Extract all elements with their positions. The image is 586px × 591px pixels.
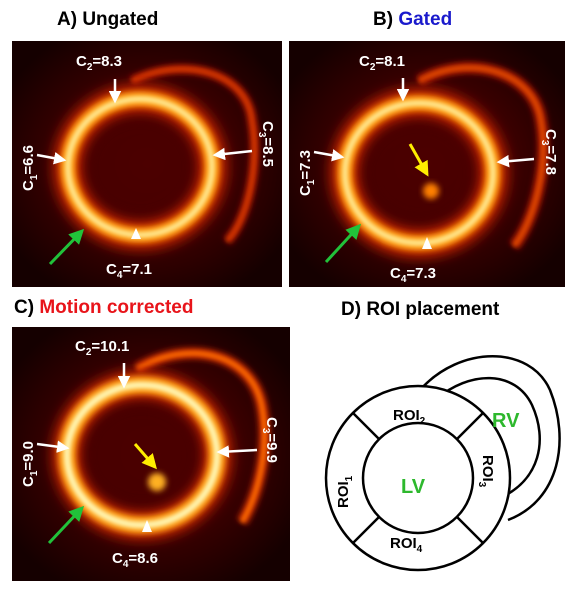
roi1-label: ROI1	[335, 475, 355, 508]
label-c2-a: C2=8.3	[76, 53, 122, 73]
label-c4-a: C4=7.1	[106, 261, 152, 281]
yellow-arrow-b	[408, 143, 429, 177]
label-c2-b: C2=8.1	[359, 53, 405, 73]
label-c3-c: C3=9.9	[260, 417, 280, 463]
panel-b-title-main: Gated	[398, 9, 453, 30]
arrow-c1-a	[36, 152, 67, 165]
panel-c-title-main: Motion corrected	[39, 297, 194, 318]
panel-b-title: B) Gated	[373, 9, 452, 31]
rv-inner-wall	[434, 376, 541, 500]
panel-c-title: C) Motion corrected	[14, 297, 193, 319]
divider-se	[456, 516, 484, 544]
panel-a-title-main: Ungated	[82, 9, 159, 30]
arrow-c3-c	[216, 445, 258, 458]
panel-c-prefix: C)	[14, 297, 40, 318]
label-c1-c: C1=9.0	[20, 441, 40, 487]
roi2-label: ROI2	[393, 407, 426, 427]
green-arrow-a	[48, 228, 85, 266]
lv-label: LV	[401, 476, 426, 498]
divider-ne	[352, 412, 380, 440]
lv-inner-wall	[361, 421, 475, 535]
label-c4-c: C4=8.6	[112, 550, 158, 570]
arrow-c1-b	[313, 149, 345, 162]
arrow-c1-c	[36, 440, 70, 453]
label-c3-b: C3=7.8	[539, 129, 559, 175]
green-arrow-c	[47, 505, 85, 545]
label-c1-b: C1=7.3	[297, 150, 317, 196]
label-c3-a: C3=8.5	[256, 121, 276, 167]
panel-d-title-main: ROI placement	[366, 299, 500, 320]
panel-c-image: C2=10.1 C4=8.6 C1=9.0 C3=9.9	[12, 327, 290, 581]
panel-d-title: D) ROI placement	[341, 299, 499, 321]
divider-nw	[456, 412, 484, 440]
panel-a-title: A) Ungated	[57, 9, 158, 31]
label-c4-b: C4=7.3	[390, 265, 436, 285]
panel-b-image: C2=8.1 C4=7.3 C1=7.3 C3=7.8	[289, 41, 565, 287]
rv-label: RV	[492, 410, 520, 432]
panel-a-image: C2=8.3 C4=7.1 C1=6.6 C3=8.5	[12, 41, 282, 287]
panel-d-prefix: D)	[341, 299, 367, 320]
arrow-c4-b	[422, 237, 432, 249]
roi3-label: ROI3	[476, 455, 496, 488]
arrow-c3-b	[496, 154, 535, 168]
arrow-c4-c	[142, 520, 152, 532]
label-c2-c: C2=10.1	[75, 338, 129, 358]
roi4-label: ROI4	[390, 535, 423, 555]
panel-d-diagram: ROI2 ROI4 ROI1 ROI3 LV RV	[324, 355, 561, 572]
arrow-c4-a	[131, 228, 141, 239]
panel-a-prefix: A)	[57, 9, 83, 30]
arrow-c3-a	[212, 147, 253, 161]
green-arrow-b	[324, 223, 362, 264]
yellow-arrow-c	[133, 443, 157, 470]
rv-outer-wall	[419, 355, 561, 522]
panel-b-prefix: B)	[373, 9, 399, 30]
divider-sw	[352, 516, 380, 544]
label-c1-a: C1=6.6	[20, 145, 40, 191]
